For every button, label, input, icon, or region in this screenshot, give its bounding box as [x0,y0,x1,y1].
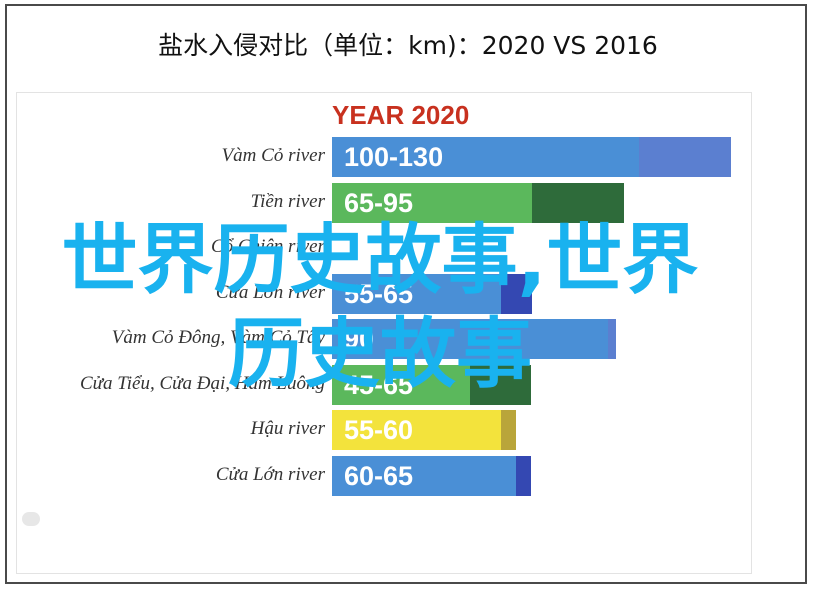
bar-value-label: 55-65 [344,278,414,309]
bar-range-segment [516,455,531,496]
bar-range-segment [639,137,731,177]
bar-value-label: 65-95 [344,187,414,218]
category-label: Vàm Cỏ river [221,145,325,166]
bar-min-segment [332,455,516,496]
bar-range-segment [501,273,532,314]
small-mark-icon [22,512,40,526]
bar-min-segment [332,410,501,450]
bar-range-segment [470,364,531,405]
category-label: Cửa Lớn river [215,463,325,485]
bar-value-label: 100-130 [344,142,444,172]
bar-range-segment [501,410,516,450]
year-heading: YEAR 2020 [332,100,470,130]
bar-range-segment [532,182,624,223]
category-label: Tiền river [250,190,325,212]
bar-min-segment [332,137,639,177]
category-label: Cửa Tiểu, Cửa Đại, Hàm Luông [79,372,325,394]
bar-value-label: 90 [344,324,375,354]
bar-value-label: 60-65 [344,460,414,491]
bar-value-label: 55-60 [344,415,414,445]
bar-min-segment [332,273,501,314]
category-label: Cửa Lớn river [215,281,325,303]
bar-min-segment [332,182,532,223]
category-label: Vàm Cỏ Đông, Vàm Cỏ Tây [111,327,325,348]
chart-title: 盐水入侵对比（单位：km)：2020 VS 2016 [158,31,658,60]
bar-min-segment [332,319,608,359]
bar-value-label: 45-65 [344,369,414,400]
category-label: Hậu river [250,418,325,439]
bar-range-segment [608,319,616,359]
bar-min-segment [332,364,470,405]
category-label: Cổ Chiên river [211,236,325,257]
